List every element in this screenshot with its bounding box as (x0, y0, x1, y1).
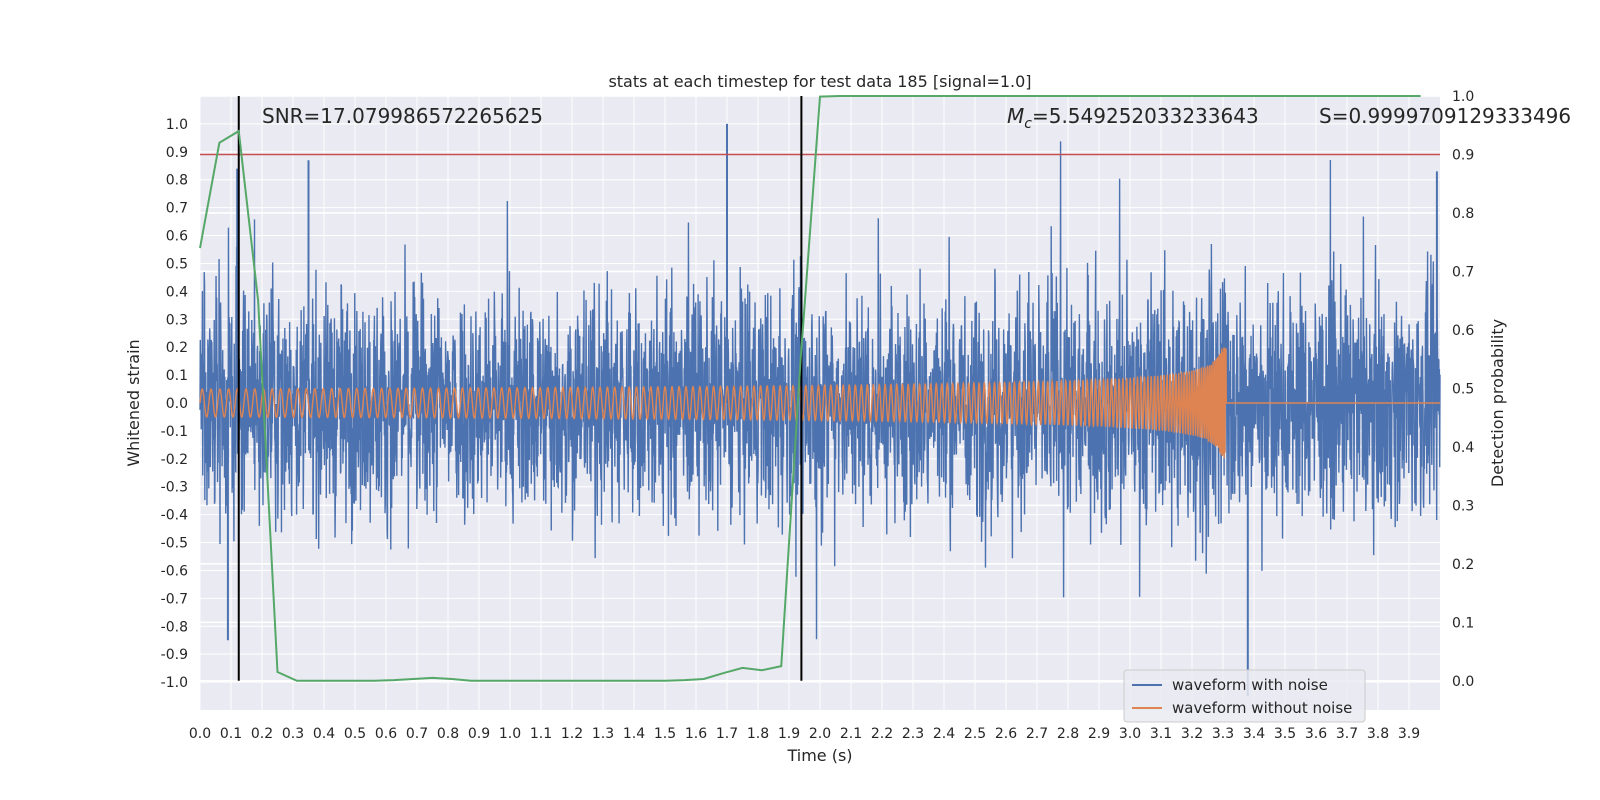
y-tick-label: 0.8 (166, 173, 188, 189)
y-tick-label: -0.2 (161, 452, 188, 468)
y-tick-label: -0.9 (161, 647, 188, 663)
y-tick-label: 0.4 (166, 284, 188, 300)
x-tick-label: 0.8 (437, 726, 459, 742)
x-tick-label: 1.9 (778, 726, 800, 742)
data-layer (199, 95, 1441, 697)
x-tick-label: 1.4 (623, 726, 645, 742)
x-tick-label: 0.3 (282, 726, 304, 742)
y-axis-label: Whitened strain (124, 339, 143, 466)
y2-tick-label: 0.6 (1452, 323, 1474, 339)
y-tick-label: 0.0 (166, 396, 188, 412)
x-tick-label: 3.3 (1212, 726, 1234, 742)
ticks: 0.0 0.1 0.2 0.3 0.4 0.5 0.6 0.7 0.8 0.9 1.0 1.1 1.2 1… (161, 89, 1475, 742)
x-tick-label: 2.0 (809, 726, 831, 742)
y2-tick-label: 0.4 (1452, 440, 1474, 456)
x-tick-label: 1.6 (685, 726, 707, 742)
x-tick-label: 1.5 (654, 726, 676, 742)
x-tick-label: 2.4 (933, 726, 955, 742)
x-tick-label: 3.8 (1367, 726, 1389, 742)
y2-tick-label: 0.5 (1452, 381, 1474, 397)
y2-tick-label: 1.0 (1452, 89, 1474, 105)
y-tick-label: 0.6 (166, 229, 188, 245)
x-tick-label: 0.2 (251, 726, 273, 742)
legend: waveform with noise waveform without noi… (1123, 669, 1366, 723)
y2-tick-label: 0.3 (1452, 498, 1474, 514)
legend-label-noise: waveform with noise (1172, 676, 1328, 694)
x-tick-label: 3.1 (1150, 726, 1172, 742)
x-tick-label: 3.9 (1398, 726, 1420, 742)
series-waveform-with-noise (199, 141, 1441, 640)
y-tick-label: 0.2 (166, 340, 188, 356)
x-tick-label: 3.4 (1243, 726, 1265, 742)
y-tick-label: 1.0 (166, 117, 188, 133)
x-axis-label: Time (s) (786, 746, 852, 765)
x-tick-label: 1.1 (530, 726, 552, 742)
chart-title: stats at each timestep for test data 185… (608, 72, 1031, 91)
x-tick-label: 1.7 (716, 726, 738, 742)
x-tick-label: 2.3 (902, 726, 924, 742)
x-tick-label: 3.2 (1181, 726, 1203, 742)
x-tick-label: 1.3 (592, 726, 614, 742)
series-detection-probability (199, 95, 1421, 682)
y-tick-label: 0.3 (166, 312, 188, 328)
x-tick-label: 0.0 (189, 726, 211, 742)
x-tick-label: 3.0 (1119, 726, 1141, 742)
y-tick-label: -0.7 (161, 591, 188, 607)
x-tick-label: 3.7 (1336, 726, 1358, 742)
x-tick-label: 2.8 (1057, 726, 1079, 742)
x-tick-label: 1.2 (561, 726, 583, 742)
x-tick-label: 2.6 (995, 726, 1017, 742)
y-tick-label: 0.7 (166, 201, 188, 217)
y-tick-label: 0.5 (166, 256, 188, 272)
legend-box (1123, 669, 1366, 723)
x-tick-label: 2.1 (840, 726, 862, 742)
y2-tick-label: 0.1 (1452, 615, 1474, 631)
y-tick-label: -0.4 (161, 508, 188, 524)
y2-tick-label: 0.9 (1452, 147, 1474, 163)
s-annotation: S=0.9999709129333496 (1319, 104, 1571, 128)
y2-tick-label: 0.7 (1452, 264, 1474, 280)
x-tick-label: 0.9 (468, 726, 490, 742)
x-tick-label: 2.7 (1026, 726, 1048, 742)
snr-annotation: SNR=17.079986572265625 (262, 104, 543, 128)
x-tick-label: 1.0 (499, 726, 521, 742)
x-tick-label: 0.5 (344, 726, 366, 742)
mc-symbol: M (1007, 104, 1024, 128)
y2-tick-label: 0.2 (1452, 557, 1474, 573)
x-tick-label: 2.9 (1088, 726, 1110, 742)
y2-tick-label: 0.8 (1452, 206, 1474, 222)
y-tick-label: -0.5 (161, 536, 188, 552)
x-tick-label: 1.8 (747, 726, 769, 742)
x-tick-label: 0.4 (313, 726, 335, 742)
x-tick-label: 3.6 (1305, 726, 1327, 742)
mc-value: =5.549252033233643 (1032, 104, 1259, 128)
series-waveform-without-noise (199, 347, 1440, 459)
x-tick-label: 0.1 (220, 726, 242, 742)
y-tick-label: 0.1 (166, 368, 188, 384)
y-tick-label: -0.6 (161, 563, 188, 579)
mc-annotation: Mc=5.549252033233643 (1007, 104, 1259, 132)
x-tick-label: 2.5 (964, 726, 986, 742)
y-tick-label: 0.9 (166, 145, 188, 161)
x-tick-label: 0.6 (375, 726, 397, 742)
y-tick-label: -1.0 (161, 675, 188, 691)
x-tick-label: 2.2 (871, 726, 893, 742)
legend-label-clean: waveform without noise (1172, 699, 1352, 717)
x-tick-label: 0.7 (406, 726, 428, 742)
x-tick-label: 3.5 (1274, 726, 1296, 742)
mc-subscript: c (1024, 116, 1032, 132)
y-tick-label: -0.1 (161, 424, 188, 440)
y2-axis-label: Detection probability (1488, 319, 1507, 487)
y2-tick-label: 0.0 (1452, 674, 1474, 690)
y-tick-label: -0.8 (161, 619, 188, 635)
y-tick-label: -0.3 (161, 480, 188, 496)
